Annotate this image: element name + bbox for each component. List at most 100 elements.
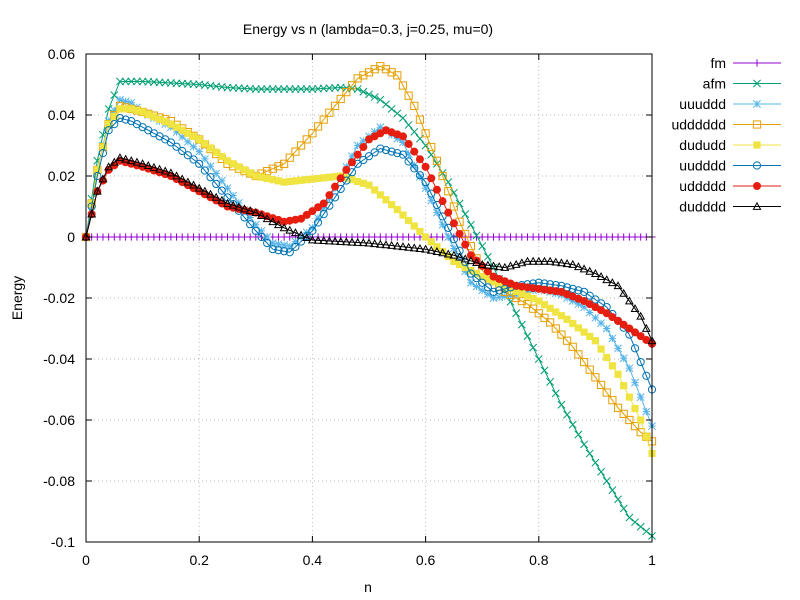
legend-fm-marker	[753, 59, 761, 67]
series-udddddd-marker	[325, 108, 334, 117]
series-dudddd-marker	[341, 237, 351, 246]
series-dududd-marker	[172, 123, 181, 131]
series-dududd-marker	[286, 177, 294, 186]
series-udddddd-marker	[387, 68, 396, 77]
series-afm-marker	[585, 449, 594, 458]
series-uuuddd-marker	[359, 136, 368, 145]
series-dududd-marker	[461, 263, 469, 272]
x-tick-label: 1	[648, 552, 656, 568]
series-udddddd-marker	[602, 388, 611, 397]
series-udddddd-marker	[546, 318, 555, 327]
legend-item-uddddd: uddddd	[679, 178, 781, 194]
series-udddddd-marker	[579, 357, 589, 367]
series-uudddd-marker	[200, 166, 209, 175]
series-dududd-marker	[252, 172, 260, 180]
series-uudddd-marker	[189, 155, 198, 164]
series-afm-marker	[563, 410, 572, 419]
series-udddddd-marker	[336, 94, 345, 104]
series-uudddd-marker	[432, 200, 442, 210]
series-afm-marker	[274, 85, 283, 94]
series-udddddd-marker	[410, 101, 419, 110]
series-udddddd-marker	[421, 129, 430, 138]
legend-item-uuuddd: uuuddd	[679, 96, 781, 112]
series-dudddd-marker	[211, 192, 221, 201]
series-dududd-marker	[359, 179, 367, 187]
series-uudddd-marker	[364, 152, 374, 161]
series-dudddd-marker	[279, 223, 289, 232]
series-uudddd-marker	[308, 226, 317, 235]
series-afm-marker	[370, 93, 379, 102]
legend-label: uudddd	[679, 158, 726, 174]
series-uudddd-marker	[421, 178, 430, 187]
series-udddddd-marker	[630, 422, 640, 431]
series-uddddd-marker	[631, 328, 640, 337]
series-afm-marker	[280, 85, 289, 94]
legend-label: fm	[710, 55, 726, 71]
series-udddddd-marker	[574, 350, 583, 359]
series-udddddd-marker	[563, 336, 572, 345]
series-uudddd-marker	[370, 148, 379, 157]
series-uuuddd-marker	[449, 244, 458, 253]
series-dudddd-marker	[466, 256, 476, 265]
legend-item-udddddd: udddddd	[671, 117, 781, 133]
series-afm-marker	[132, 77, 141, 86]
series-dudddd-marker	[206, 189, 215, 198]
series-udddddd-marker	[274, 162, 283, 171]
series-uudddd-marker	[500, 284, 509, 293]
series-uuuddd-marker	[393, 134, 402, 143]
legend-item-afm: afm	[703, 76, 781, 92]
series-uddddd-marker	[614, 316, 623, 325]
series-dudddd-marker	[324, 236, 334, 245]
series-udddddd-marker	[319, 115, 328, 124]
series-uddddd-marker	[314, 203, 323, 212]
series-dududd-marker	[297, 176, 305, 184]
series-afm-marker	[461, 210, 470, 219]
series-dududd-marker	[320, 174, 328, 182]
legend-item-dududd: dududd	[679, 137, 781, 153]
series-dududd-marker	[110, 112, 118, 121]
series-uuuddd-marker	[614, 344, 622, 353]
series-uddddd-marker	[444, 208, 453, 217]
series-dududd-marker	[116, 105, 124, 113]
series-dudddd-marker	[392, 241, 402, 250]
series-dududd-marker	[133, 106, 141, 115]
series-uudddd-marker	[285, 248, 294, 257]
series-uudddd-marker	[404, 157, 413, 166]
series-uuuddd-marker	[478, 286, 487, 295]
series-dududd-marker	[99, 143, 107, 151]
series-uudddd-marker	[472, 274, 481, 283]
series-dudddd-marker	[590, 268, 600, 277]
series-uuuddd-marker	[399, 138, 407, 147]
series-udddddd-marker	[585, 365, 594, 374]
series-dududd-marker	[382, 196, 390, 204]
series-dududd-marker	[631, 404, 639, 413]
series-udddddd-marker	[534, 309, 543, 318]
series-afm-marker	[529, 343, 538, 352]
series-uudddd-marker	[251, 226, 260, 235]
series-dudddd-marker	[257, 211, 266, 220]
series-udddddd-marker	[296, 141, 306, 150]
series-uudddd-marker	[257, 232, 266, 242]
series-dududd-marker	[540, 301, 549, 309]
series-afm-marker	[557, 400, 566, 409]
y-tick-label: 0.06	[48, 46, 75, 62]
series-afm-marker	[546, 377, 555, 386]
series-dududd-marker	[512, 287, 520, 295]
legend-item-dudddd: dudddd	[679, 199, 781, 215]
series-uuuddd-marker	[353, 141, 362, 150]
series-udddddd-marker	[613, 403, 623, 412]
legend-item-uudddd: uudddd	[679, 158, 781, 174]
series-uuuddd-marker	[257, 226, 266, 235]
series-udddddd-marker	[557, 330, 566, 339]
series-dudddd-marker	[251, 207, 261, 216]
series-uuuddd-marker	[591, 313, 600, 322]
series-uuuddd-marker	[172, 128, 181, 137]
series-dudddd-marker	[443, 249, 453, 258]
series-afm-marker	[602, 477, 611, 485]
series-uudddd-marker	[591, 295, 600, 304]
series-dududd-marker	[303, 176, 311, 184]
series-udddddd-marker	[523, 300, 532, 309]
series-uudddd-marker	[489, 287, 498, 296]
x-tick-label: 0	[82, 552, 90, 568]
series-afm-marker	[483, 252, 492, 261]
